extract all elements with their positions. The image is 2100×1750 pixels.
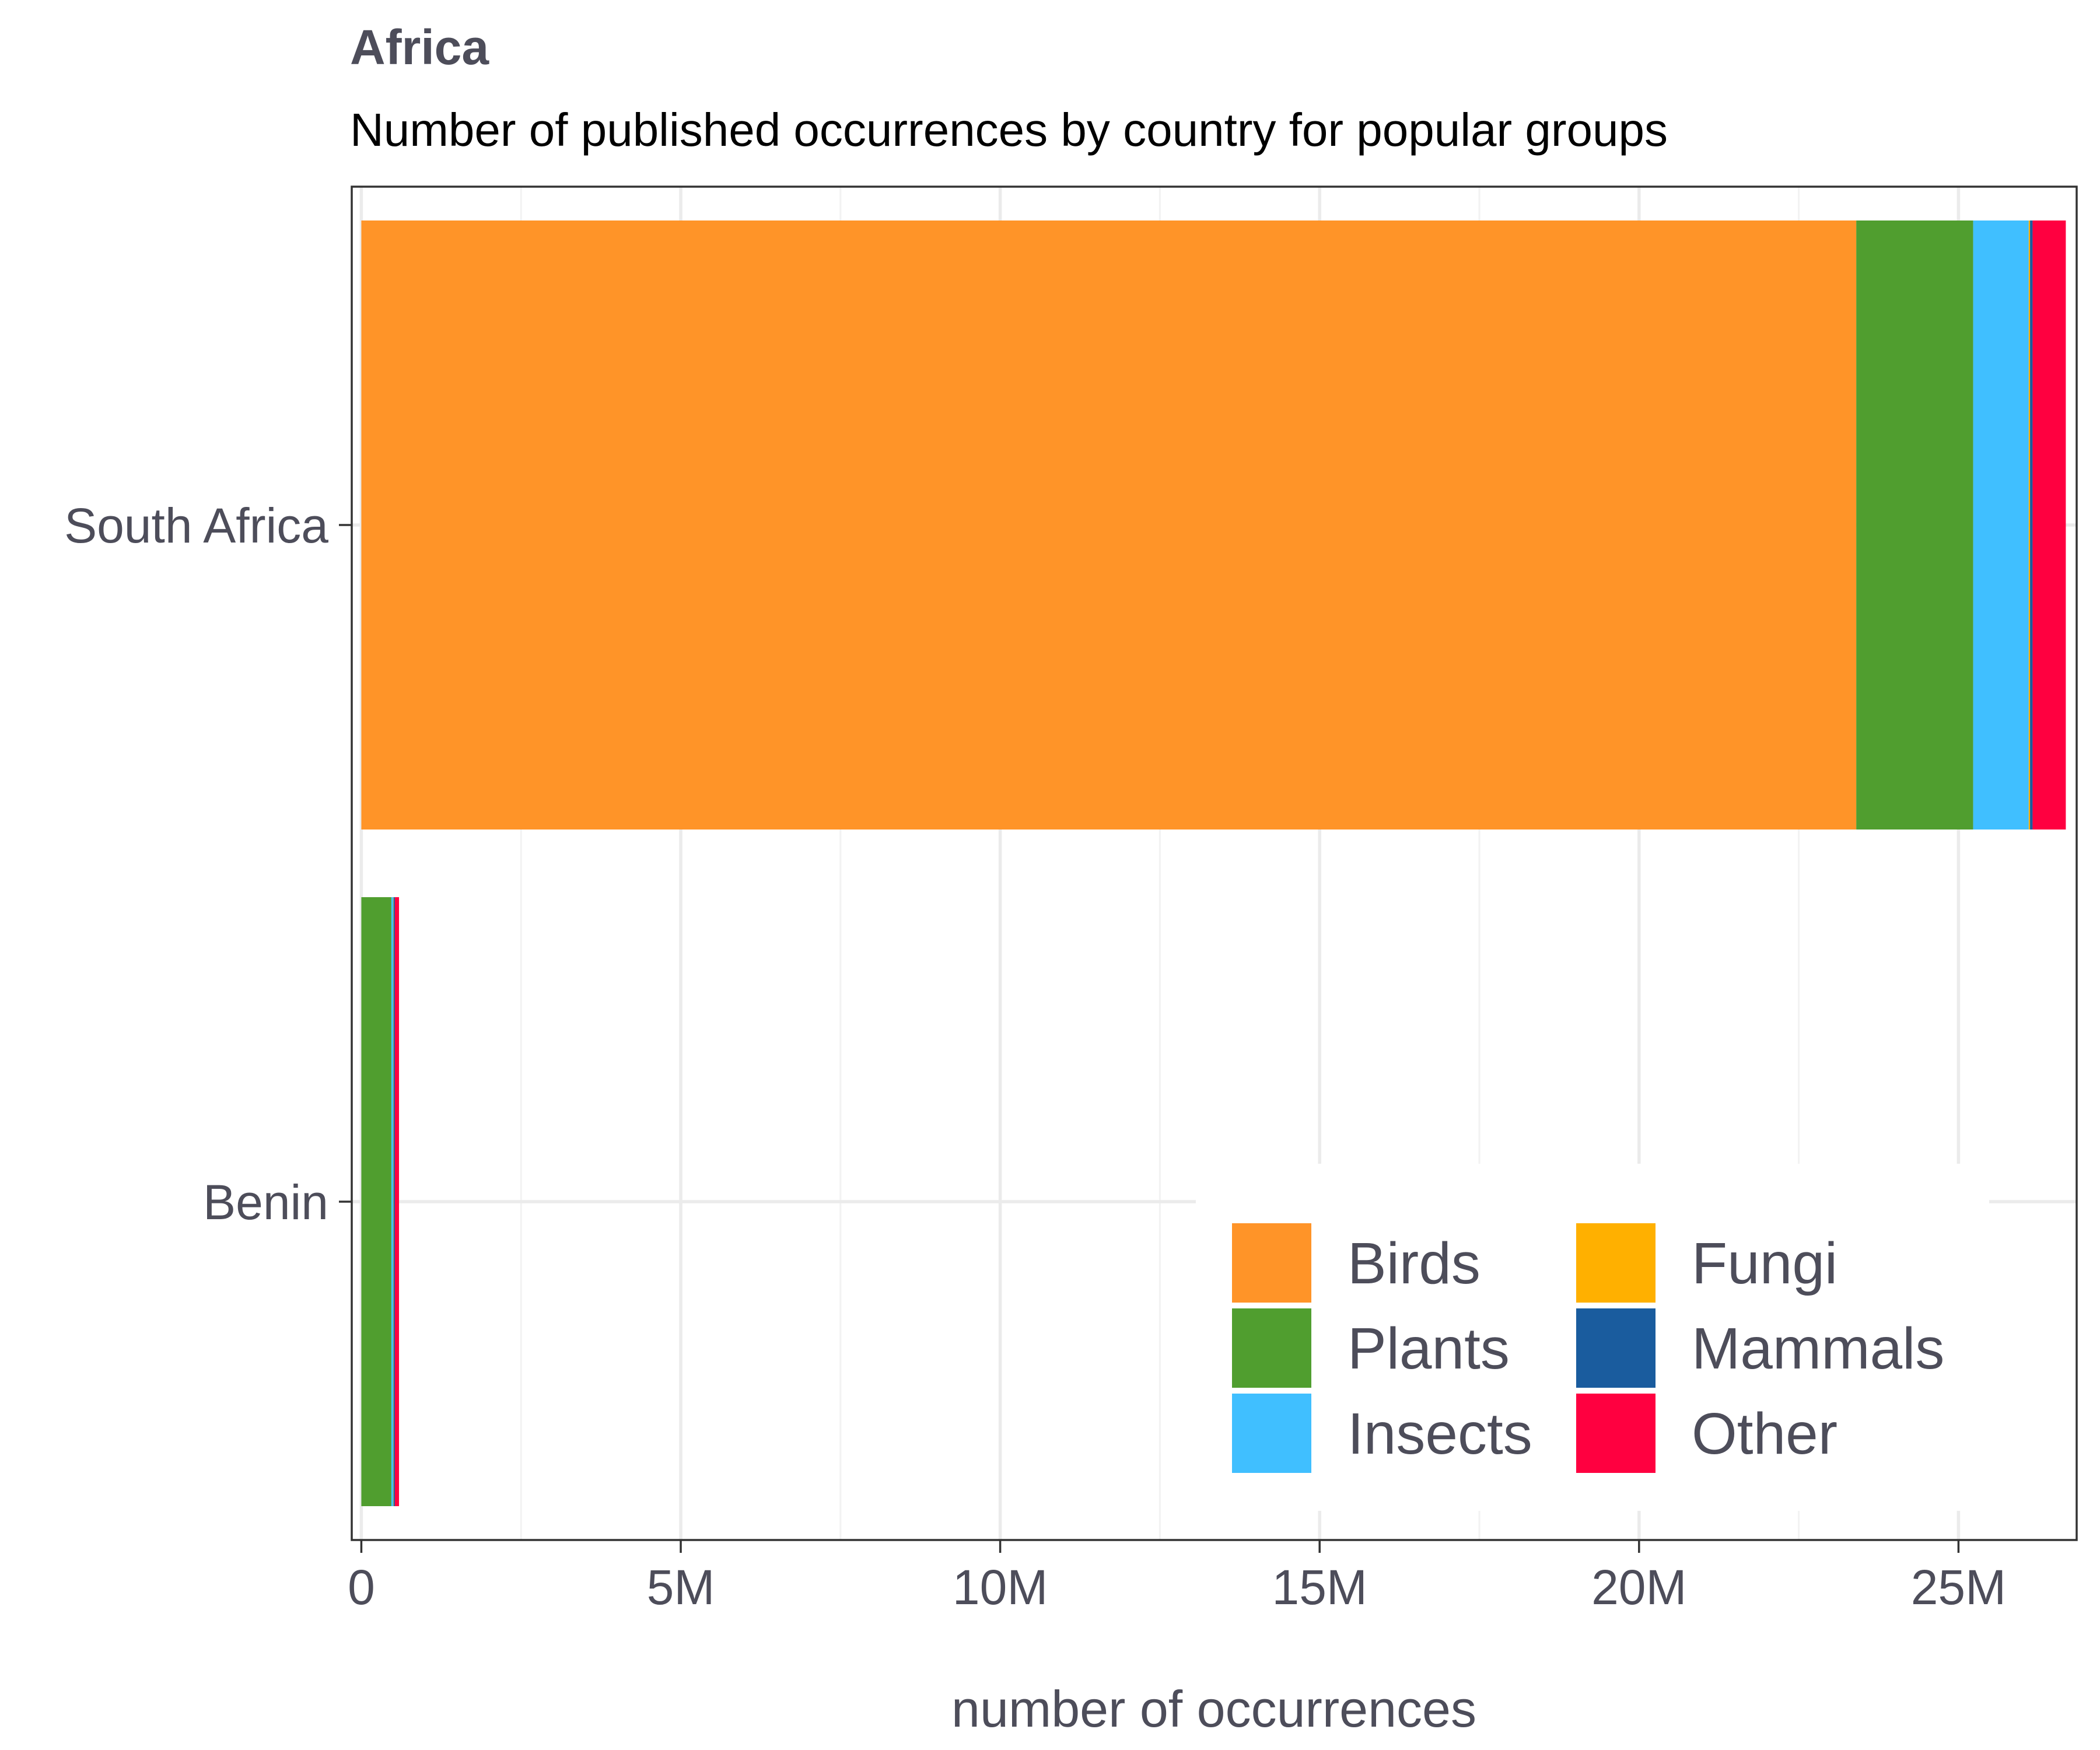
legend-key-mammals	[1574, 1306, 1658, 1390]
legend-label-plants: Plants	[1348, 1316, 1510, 1381]
legend-key-plants	[1230, 1306, 1314, 1390]
x-tick-label: 0	[348, 1560, 375, 1615]
legend-label-insects: Insects	[1348, 1401, 1532, 1466]
plot-panel-border	[351, 186, 2078, 1541]
legend-label-birds: Birds	[1348, 1231, 1480, 1296]
bar-segment-plants-south-africa	[1856, 220, 1973, 830]
x-tick-label: 15M	[1272, 1560, 1367, 1615]
legend-label-other: Other	[1692, 1401, 1838, 1466]
x-tick-label: 25M	[1911, 1560, 2006, 1615]
chart-subtitle: Number of published occurrences by count…	[350, 104, 1668, 156]
legend-key-other	[1574, 1391, 1658, 1475]
x-tick-label: 20M	[1591, 1560, 1686, 1615]
bar-segment-other-benin	[394, 897, 400, 1506]
bars	[361, 220, 2066, 1506]
legend: Birds Plants Insects Fungi Mammals Other	[1196, 1164, 1989, 1511]
legend-label-fungi: Fungi	[1692, 1231, 1838, 1296]
x-axis: 0 5M 10M 15M 20M 25M	[348, 1540, 2006, 1615]
bar-segment-insects-benin	[391, 897, 394, 1506]
legend-key-insects	[1230, 1391, 1314, 1475]
x-tick-label: 5M	[647, 1560, 715, 1615]
y-axis: South Africa Benin	[64, 498, 352, 1230]
legend-key-fungi	[1574, 1221, 1658, 1305]
legend-key-birds	[1230, 1221, 1314, 1305]
bar-segment-birds-south-africa	[361, 220, 1857, 830]
y-tick-label: South Africa	[64, 498, 328, 553]
y-tick-label: Benin	[203, 1175, 328, 1230]
legend-label-mammals: Mammals	[1692, 1316, 1944, 1381]
bar-segment-insects-south-africa	[1973, 220, 2029, 830]
x-tick-label: 10M	[953, 1560, 1048, 1615]
bar-segment-plants-benin	[361, 897, 391, 1506]
chart-title: Africa	[350, 20, 489, 75]
bar-segment-mammals-south-africa	[2030, 220, 2033, 830]
bar-segment-fungi-south-africa	[2028, 220, 2031, 830]
x-axis-title: number of occurrences	[951, 1680, 1476, 1738]
bar-segment-mammals-benin	[393, 897, 395, 1506]
bar-segment-other-south-africa	[2032, 220, 2066, 830]
